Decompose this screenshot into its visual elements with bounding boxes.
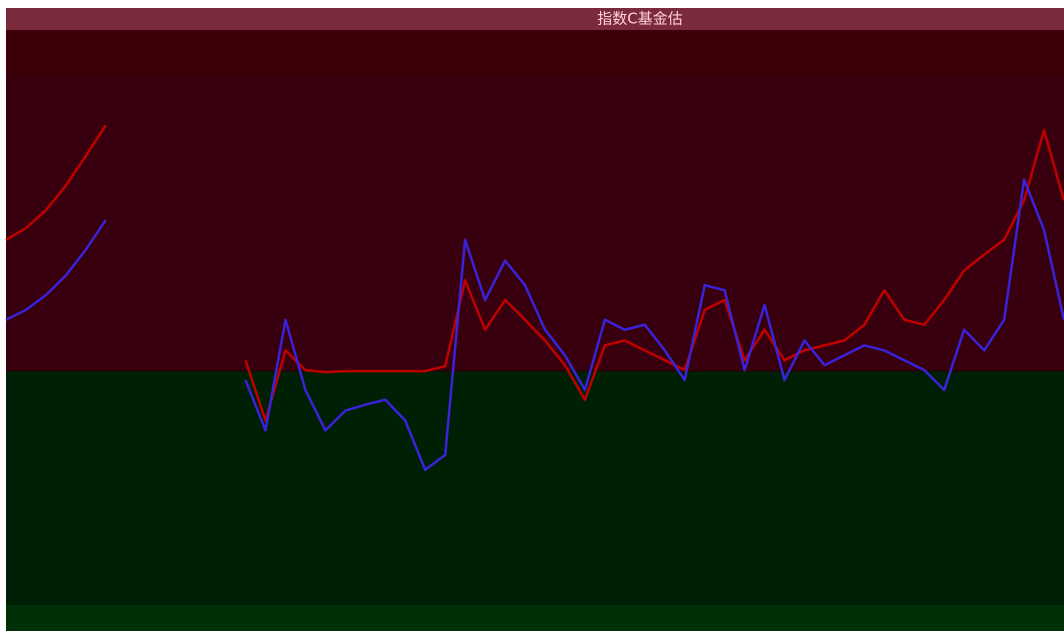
series-line bbox=[5, 178, 1064, 472]
title-bar bbox=[6, 8, 1064, 30]
positive-zone bbox=[6, 75, 1064, 371]
window-title: 指数C基金估 bbox=[597, 10, 682, 28]
toolbar bbox=[6, 30, 1064, 75]
negative-zone bbox=[6, 371, 1064, 605]
series-line bbox=[5, 124, 1064, 422]
status-bar bbox=[6, 605, 1064, 631]
